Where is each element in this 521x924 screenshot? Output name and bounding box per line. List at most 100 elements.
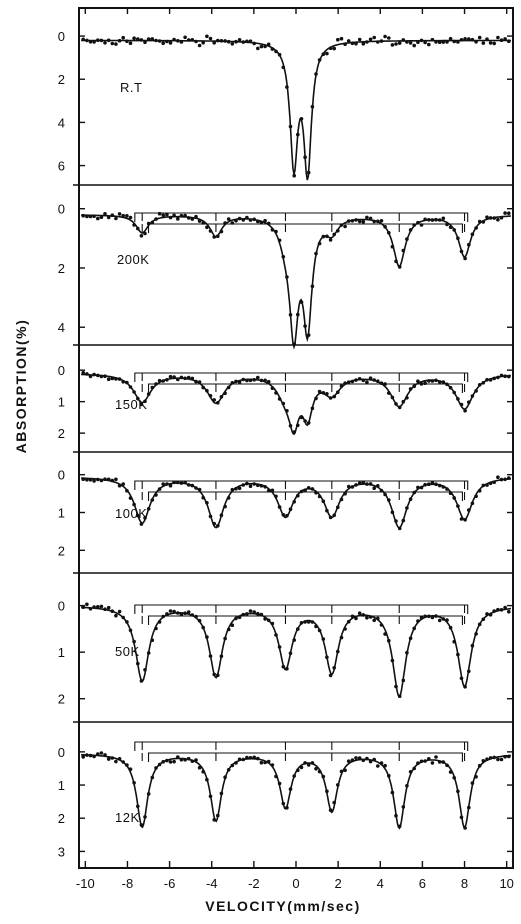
data-point <box>499 373 504 378</box>
data-point <box>103 607 107 611</box>
data-point <box>208 394 213 398</box>
data-point <box>92 372 96 377</box>
data-point <box>292 430 297 434</box>
data-point <box>106 477 111 482</box>
data-point <box>128 215 133 220</box>
data-point <box>263 378 267 383</box>
data-point <box>434 378 438 383</box>
data-point <box>125 380 129 385</box>
y-tick-label: 2 <box>58 426 65 441</box>
data-point <box>427 42 431 47</box>
data-point <box>310 761 315 765</box>
data-point <box>357 219 362 224</box>
data-point <box>110 478 115 483</box>
x-tick-label: -4 <box>206 876 218 891</box>
data-point <box>194 614 198 619</box>
data-point <box>216 673 220 677</box>
data-point <box>503 754 507 759</box>
data-point <box>332 666 337 670</box>
data-point <box>430 218 435 222</box>
data-point <box>146 37 151 41</box>
data-point <box>110 609 115 613</box>
data-point <box>270 47 275 51</box>
data-point <box>390 658 395 663</box>
data-point <box>445 40 449 44</box>
data-point <box>317 58 322 62</box>
x-tick-label: 0 <box>292 876 299 891</box>
data-point <box>365 40 369 44</box>
data-point <box>226 385 231 390</box>
data-point <box>459 38 464 42</box>
data-point <box>452 639 457 644</box>
data-point <box>205 388 209 393</box>
data-point <box>481 617 486 621</box>
data-point <box>496 35 500 40</box>
data-point <box>288 787 293 791</box>
data-point <box>314 72 318 76</box>
data-point <box>397 265 402 269</box>
data-point <box>230 42 235 46</box>
data-point <box>332 232 337 237</box>
data-point <box>165 212 169 217</box>
data-point <box>365 482 369 486</box>
data-point <box>467 805 471 810</box>
data-point <box>376 484 380 488</box>
data-point <box>507 754 511 759</box>
data-point <box>128 385 133 389</box>
data-point <box>252 482 256 486</box>
y-tick-label: 3 <box>58 844 65 859</box>
data-point <box>172 759 176 764</box>
data-point <box>397 405 402 410</box>
data-point <box>452 390 457 395</box>
data-point <box>248 218 253 222</box>
data-point <box>299 415 304 420</box>
data-point <box>419 759 424 764</box>
data-point <box>117 483 122 488</box>
data-point <box>99 751 104 755</box>
data-point <box>328 396 333 400</box>
x-axis: -10 -8 -6 -4 -2 0 2 4 6 8 10 <box>76 8 514 891</box>
data-point <box>205 635 209 639</box>
data-point <box>252 610 256 614</box>
data-point <box>376 379 380 384</box>
data-point <box>183 35 187 40</box>
data-point <box>154 38 158 43</box>
data-point <box>128 767 133 771</box>
data-point <box>437 618 442 623</box>
data-point <box>427 757 431 761</box>
data-point <box>237 757 242 762</box>
panels-group: 0 2 4 6 R.T 0 2 4 200K 0 1 2 150K 0 1 2 100K 0 1 2 50K 0 1 2 3 12… <box>58 7 514 869</box>
data-point <box>401 678 406 683</box>
data-point <box>161 213 165 218</box>
x-tick-label: -8 <box>122 876 134 891</box>
data-point <box>463 408 467 413</box>
panel-temperature-label: 200K <box>117 252 149 267</box>
sextet-line-markers <box>134 372 469 393</box>
data-point <box>339 36 344 41</box>
data-point <box>336 505 340 510</box>
data-point <box>314 767 318 771</box>
data-point <box>266 221 271 226</box>
data-point <box>321 52 326 56</box>
panel-temperature-label: 12K <box>115 810 140 825</box>
data-point <box>310 620 315 624</box>
data-point <box>321 637 326 641</box>
data-point <box>281 254 286 259</box>
data-point <box>216 401 220 405</box>
data-point <box>165 482 169 486</box>
data-point <box>216 813 220 818</box>
y-tick-label: 1 <box>58 395 65 410</box>
data-point <box>368 37 373 42</box>
data-point <box>259 220 264 225</box>
data-point <box>154 766 158 770</box>
data-point <box>168 41 173 45</box>
data-point <box>379 219 384 223</box>
data-point <box>285 805 289 810</box>
data-point <box>434 40 438 44</box>
panel-temperature-label: 100K <box>115 506 147 521</box>
data-point <box>477 383 482 387</box>
data-point <box>328 238 333 242</box>
data-point <box>499 215 504 220</box>
data-point <box>459 676 464 681</box>
